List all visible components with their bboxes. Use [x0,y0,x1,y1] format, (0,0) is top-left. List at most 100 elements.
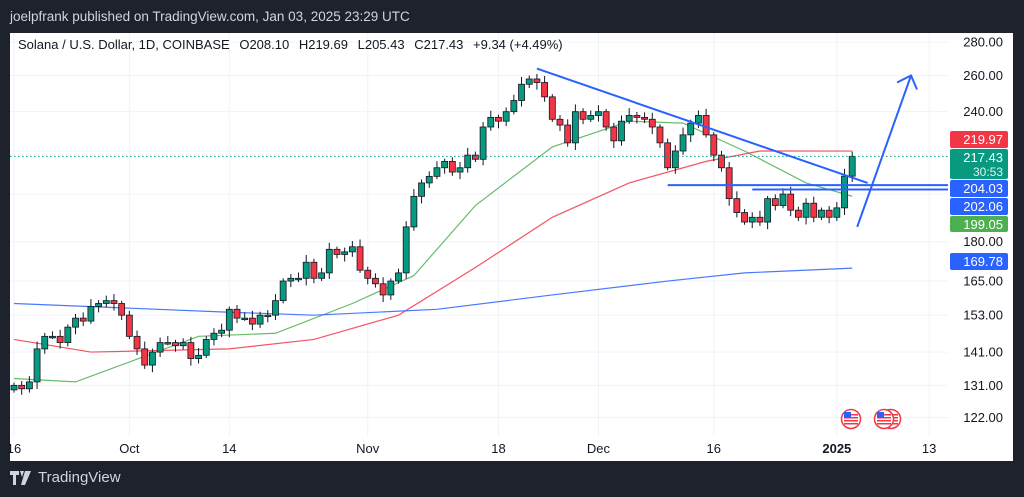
candle [372,273,379,288]
candle-body [556,118,564,126]
candle-body [272,300,279,316]
candle-body [241,317,249,321]
candle [248,310,256,331]
candle-body [779,193,787,206]
candle [518,76,525,107]
candle [548,94,556,122]
candle [656,124,664,148]
candle-body [456,167,464,173]
candle-body [787,193,795,211]
candle [718,150,725,172]
candle-body [279,280,287,302]
candle [195,348,202,364]
candle [618,115,625,146]
ohlc-close: C217.43 [414,37,464,52]
candle-body [133,335,141,350]
candle-body [825,209,833,218]
candle-body [33,348,41,383]
candle [541,75,549,102]
price-badge: 204.03 [950,180,1008,197]
countdown-timer: 30:53 [973,165,1003,179]
us-flag-icon [840,408,862,430]
time-axis-label: 18 [491,441,505,456]
flag-stripe [877,423,891,425]
price-badge-bg [950,149,1008,179]
candle [502,107,510,127]
candle-body [648,118,656,128]
candle [510,94,518,115]
candle-body [610,126,618,142]
candle-body [448,160,456,173]
candle [72,313,79,335]
candle [741,209,748,225]
candle [456,161,464,180]
flag-stripe [877,420,891,422]
candle [95,300,102,313]
candle [725,161,733,206]
candle [802,198,810,225]
candle [610,122,618,148]
candle [287,274,295,288]
candle [102,295,110,308]
candle [648,112,656,135]
candle-body [695,115,702,124]
candle [487,110,495,131]
candle-body [187,342,195,359]
ohlc-change: +9.34 (+4.49%) [473,37,563,52]
ohlc-high: H219.69 [298,37,348,52]
candle-body [264,314,272,318]
candle [625,108,633,124]
symbol-legend: Solana / U.S. Dollar, 1D, COINBASE O208.… [18,37,569,52]
price-axis-label: 260.00 [963,68,1003,83]
candle-body [587,115,595,120]
candle-body [395,272,402,282]
candle [710,132,718,162]
candle [387,278,395,300]
price-badge-bg [950,180,1008,197]
candle-body [841,175,848,209]
arrow-head-icon [896,74,918,90]
candle-body [179,342,187,347]
symbol-name[interactable]: Solana / U.S. Dollar, 1D, COINBASE [18,37,230,52]
flag-stripe [844,423,858,425]
candle [279,278,287,304]
price-axis-label: 240.00 [963,104,1003,119]
candle-body [656,126,664,144]
candle [764,195,772,230]
candle-body [87,305,95,322]
candle-body [802,202,810,218]
publisher-line: joelpfrank published on TradingView.com,… [10,9,410,24]
candle [18,381,26,395]
candle-body [95,303,102,307]
price-badge: 219.97 [950,131,1008,148]
candle-body [164,342,172,345]
candle [448,157,456,176]
candle-body [710,134,718,156]
candle-body [495,116,502,122]
candle [179,338,187,350]
candle-body [433,167,441,177]
candle-body [402,226,410,274]
candle [633,111,641,124]
candle-body [848,155,856,177]
candle [571,104,579,150]
candle-body [256,314,264,325]
candle [564,119,572,147]
candle [379,277,387,303]
candle-body [818,209,825,218]
candle-body [110,300,118,304]
candle-body [49,335,56,339]
candle [671,145,679,174]
candle [233,305,241,324]
time-axis-label: Nov [356,441,380,456]
candle [771,194,779,211]
candle-body [25,381,33,390]
candle [87,299,95,324]
candle-body [533,78,541,83]
candle-body [664,142,672,169]
candle [364,266,372,285]
candle [441,158,449,174]
tradingview-logo[interactable]: TradingView [10,469,121,486]
